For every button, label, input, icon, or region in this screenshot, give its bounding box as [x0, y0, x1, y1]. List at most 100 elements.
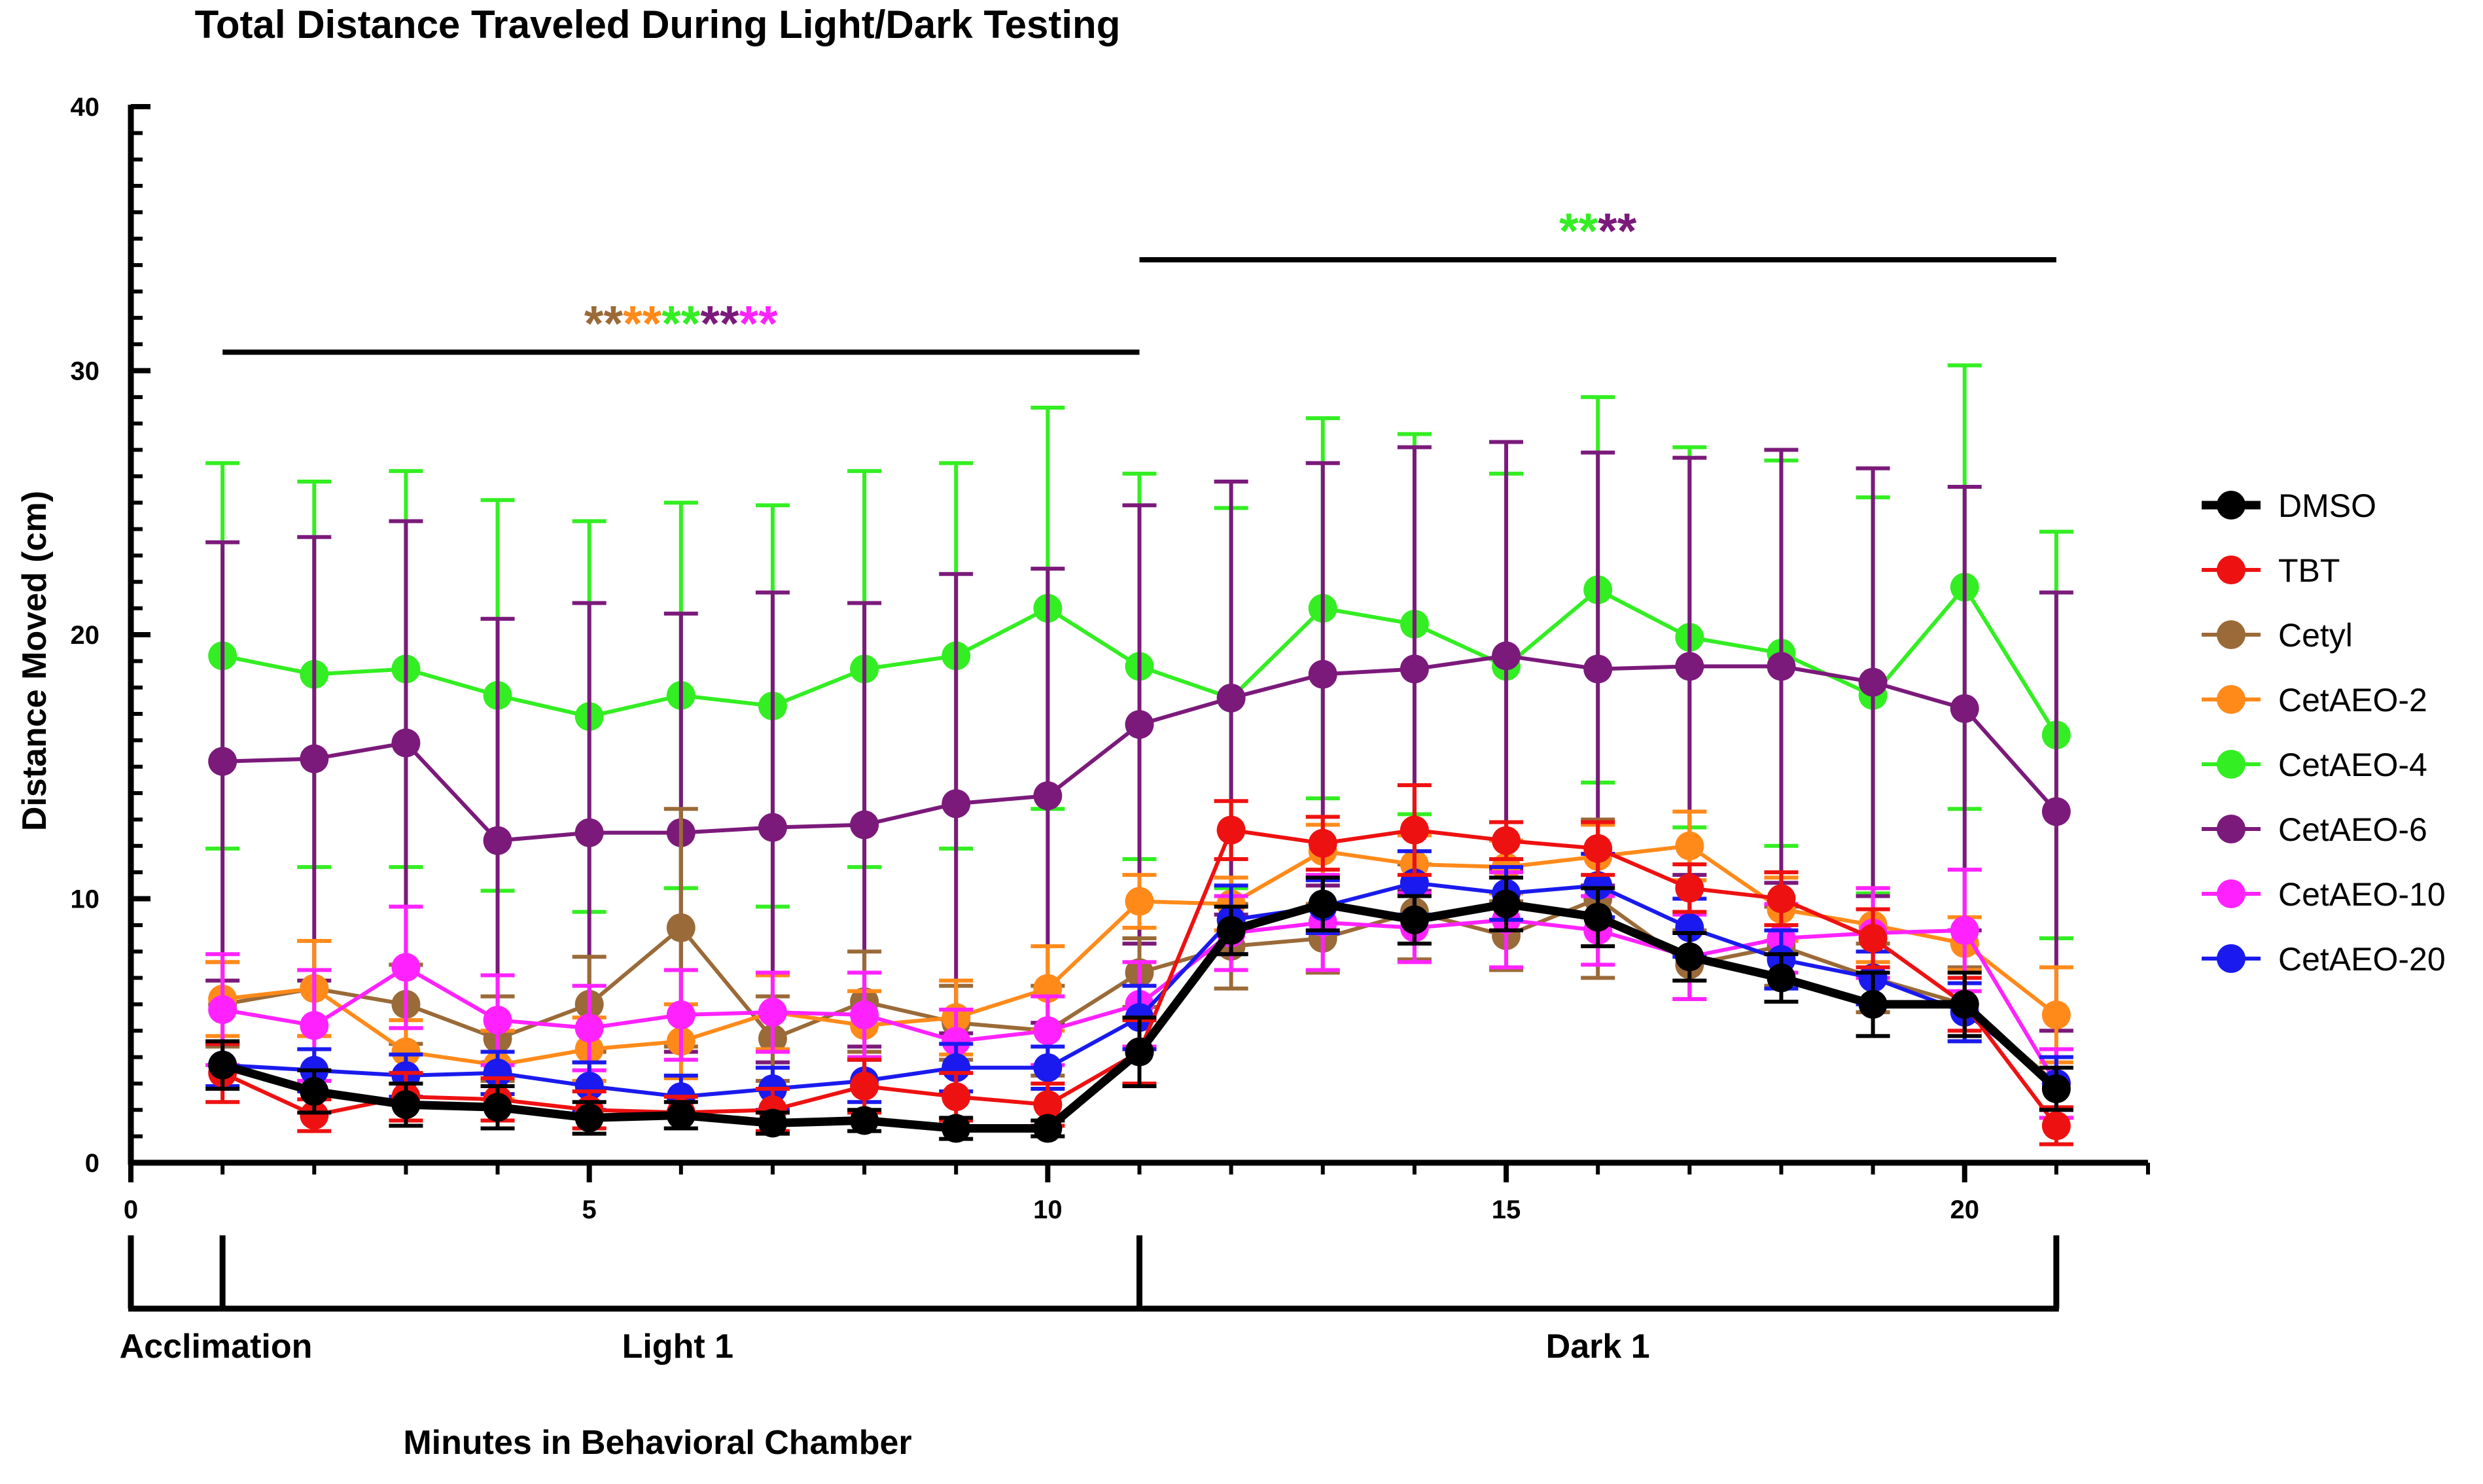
- significance-star: **: [739, 296, 779, 351]
- data-point: [1033, 781, 1063, 811]
- data-point: [666, 1000, 696, 1030]
- legend: DMSO TBT Cetyl CetAEO-2 CetAEO-4 CetAEO-6 CetA…: [2202, 487, 2446, 978]
- significance-stars: **********: [584, 296, 778, 351]
- data-point: [1033, 1114, 1063, 1143]
- y-axis-label: Distance Moved (cm): [16, 491, 54, 831]
- legend-label: Cetyl: [2278, 617, 2353, 654]
- data-point: [2041, 1000, 2071, 1030]
- phase-label: Acclimation: [120, 1328, 313, 1366]
- legend-label: CetAEO-6: [2278, 811, 2427, 848]
- x-axis-label: Minutes in Behavioral Chamber: [403, 1424, 911, 1462]
- data-point: [1950, 989, 1979, 1019]
- data-point: [1950, 915, 1979, 945]
- significance-stars: ****: [1559, 203, 1637, 259]
- x-tick-label: 15: [1492, 1195, 1521, 1224]
- data-point: [850, 1000, 879, 1030]
- y-tick-label: 30: [71, 357, 100, 386]
- phase-label: Light 1: [622, 1328, 733, 1366]
- data-point: [300, 1011, 329, 1040]
- data-point: [1033, 1053, 1063, 1082]
- legend-label: CetAEO-2: [2278, 682, 2427, 718]
- legend-entry: CetAEO-4: [2202, 747, 2427, 783]
- data-point: [483, 1006, 512, 1035]
- legend-entry: CetAEO-20: [2202, 941, 2446, 978]
- data-point: [850, 1071, 879, 1101]
- data-point: [666, 913, 696, 942]
- data-point: [1492, 641, 1521, 671]
- y-tick-label: 10: [71, 885, 100, 914]
- data-point: [1400, 815, 1429, 845]
- data-point: [2041, 1111, 2071, 1140]
- data-point: [850, 810, 879, 839]
- data-point: [208, 747, 238, 776]
- legend-swatch-marker: [2217, 685, 2245, 714]
- data-point: [1675, 831, 1704, 860]
- legend-label: CetAEO-20: [2278, 941, 2446, 978]
- plot-area: [205, 363, 2073, 1146]
- data-point: [391, 728, 421, 758]
- y-tick-label: 0: [85, 1149, 99, 1178]
- data-point: [666, 1101, 696, 1130]
- data-point: [1125, 710, 1154, 739]
- data-point: [942, 1114, 971, 1143]
- legend-swatch-marker: [2217, 944, 2245, 973]
- data-point: [1033, 1090, 1063, 1120]
- data-point: [758, 1108, 787, 1138]
- legend-label: CetAEO-10: [2278, 876, 2446, 913]
- data-point: [1767, 884, 1796, 913]
- data-point: [391, 953, 421, 982]
- data-point: [300, 1077, 329, 1106]
- legend-entry: CetAEO-10: [2202, 876, 2446, 913]
- data-point: [1125, 1037, 1154, 1067]
- data-point: [1858, 989, 1888, 1019]
- data-point: [1400, 654, 1429, 684]
- phase-label: Dark 1: [1546, 1328, 1650, 1366]
- legend-entry: TBT: [2202, 552, 2340, 589]
- legend-swatch-marker: [2217, 491, 2245, 520]
- y-tick-label: 20: [71, 621, 100, 650]
- data-point: [1767, 963, 1796, 993]
- legend-entry: DMSO: [2202, 487, 2376, 524]
- data-point: [574, 818, 604, 847]
- data-point: [1492, 826, 1521, 855]
- data-point: [1858, 924, 1888, 953]
- data-point: [1858, 667, 1888, 697]
- phase-bracket: Acclimation Light 1 Dark 1: [120, 1235, 2060, 1366]
- data-point: [574, 1014, 604, 1043]
- x-tick-label: 5: [582, 1195, 597, 1224]
- significance-star: **: [1598, 203, 1637, 259]
- x-tick-label: 0: [124, 1195, 138, 1224]
- data-point: [1308, 660, 1337, 689]
- data-point: [2041, 1074, 2071, 1104]
- significance-annotations: **************: [222, 203, 2056, 355]
- data-point: [942, 789, 971, 819]
- data-point: [300, 1101, 329, 1130]
- data-point: [1216, 683, 1246, 713]
- data-point: [1216, 815, 1246, 845]
- series-dmso: [205, 875, 2073, 1143]
- significance-star: **: [584, 296, 624, 351]
- data-point: [574, 1103, 604, 1133]
- series-cetaeo-6: [205, 440, 2073, 1065]
- data-point: [1216, 915, 1246, 945]
- data-point: [942, 1027, 971, 1056]
- data-point: [483, 1093, 512, 1122]
- data-point: [1583, 654, 1613, 684]
- data-point: [483, 826, 512, 855]
- data-point: [391, 1090, 421, 1120]
- legend-swatch-marker: [2217, 879, 2245, 908]
- legend-swatch-marker: [2217, 815, 2245, 843]
- data-point: [1675, 942, 1704, 972]
- data-point: [208, 1050, 238, 1080]
- data-point: [1492, 889, 1521, 919]
- significance-star: **: [1559, 203, 1598, 259]
- significance-star: **: [700, 296, 739, 351]
- data-point: [1950, 694, 1979, 723]
- data-point: [942, 1082, 971, 1112]
- legend-entry: Cetyl: [2202, 617, 2353, 654]
- x-tick-label: 20: [1950, 1195, 1979, 1224]
- legend-swatch-marker: [2217, 620, 2245, 649]
- significance-star: **: [623, 296, 662, 351]
- y-tick-label: 40: [71, 93, 100, 122]
- data-point: [391, 1037, 421, 1067]
